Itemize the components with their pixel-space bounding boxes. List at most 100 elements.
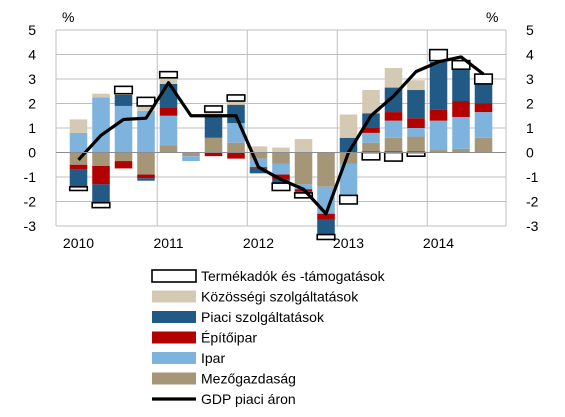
- legend-label: Ipar: [201, 350, 225, 366]
- x-tick-label: 2012: [243, 235, 274, 251]
- bar-segment: [361, 151, 381, 161]
- legend-swatch: [152, 352, 196, 364]
- bar-segment: [317, 152, 335, 187]
- y-tick-label-left: -2: [24, 194, 37, 210]
- legend-label: Mezőgazdaság: [201, 371, 296, 387]
- bar-segment: [272, 163, 290, 175]
- y-tick-label-left: 1: [28, 120, 36, 136]
- bar-segment: [137, 174, 155, 179]
- bar-segment: [204, 137, 223, 153]
- y-unit-left: %: [62, 9, 74, 25]
- bar-segment: [204, 116, 223, 138]
- chart-bars: [68, 48, 494, 241]
- bar-segment: [407, 118, 425, 128]
- bar-segment: [338, 194, 359, 205]
- bar-segment: [317, 219, 335, 235]
- bar-segment: [136, 96, 156, 107]
- x-tick-label: 2013: [333, 235, 364, 251]
- bar-segment: [68, 186, 89, 192]
- bar-segment: [114, 94, 133, 106]
- bar-segment: [473, 73, 494, 85]
- bar-segment: [384, 112, 403, 121]
- bar-segment: [362, 142, 380, 153]
- bar-segment: [474, 112, 493, 138]
- bar-segment: [384, 137, 403, 153]
- bar-segment: [272, 152, 290, 164]
- legend-swatch: [152, 372, 196, 385]
- y-unit-right: %: [486, 9, 498, 25]
- bar-segment: [159, 77, 178, 84]
- gdp-line: [77, 55, 485, 216]
- y-tick-label-right: -3: [526, 218, 539, 234]
- x-tick-label: 2011: [153, 235, 183, 251]
- bar-segment: [429, 109, 448, 121]
- bar-segment: [407, 136, 425, 153]
- bar-segment: [182, 152, 200, 157]
- bar-segment: [137, 105, 155, 111]
- bar-segment: [226, 94, 246, 102]
- bar-segment: [69, 119, 88, 133]
- bar-segment: [69, 169, 88, 187]
- bar-segment: [339, 152, 358, 164]
- bar-segment: [159, 107, 178, 116]
- bar-segment: [92, 93, 110, 98]
- bar-segment: [227, 104, 245, 124]
- x-tick-label: 2010: [63, 235, 94, 251]
- bar-segment: [227, 101, 245, 105]
- y-tick-label-right: -1: [526, 169, 539, 185]
- bar-segment: [383, 151, 404, 162]
- bar-segment: [407, 90, 425, 119]
- bar-segment: [293, 192, 314, 199]
- bar-segment: [272, 179, 290, 184]
- x-tick-label: 2014: [423, 235, 454, 251]
- bar-segment: [92, 184, 110, 203]
- bar-segment: [114, 152, 133, 162]
- bar-segment: [384, 120, 403, 138]
- legend-swatch: [152, 290, 196, 303]
- y-tick-label-right: 2: [526, 96, 534, 112]
- y-tick-label-left: 0: [28, 145, 36, 161]
- legend-swatch: [152, 331, 196, 344]
- y-tick-label-right: 3: [526, 71, 534, 87]
- y-tick-label-right: -2: [526, 194, 539, 210]
- y-tick-label-left: 2: [28, 96, 36, 112]
- bar-segment: [114, 105, 133, 153]
- chart-legend: Termékadók és -támogatások Közösségi szol…: [151, 268, 386, 407]
- bar-segment: [429, 61, 448, 110]
- bar-segment: [339, 163, 358, 196]
- y-tick-label-right: 0: [526, 145, 534, 161]
- bar-segment: [362, 132, 380, 143]
- legend-swatch: [152, 311, 196, 323]
- bar-segment: [271, 182, 291, 192]
- bar-segment: [92, 152, 110, 166]
- bar-segment: [474, 137, 493, 153]
- legend-label: GDP piaci áron: [201, 391, 296, 407]
- legend-label: Építőipar: [201, 330, 257, 346]
- bar-segment: [69, 132, 88, 153]
- bar-segment: [114, 161, 133, 169]
- y-tick-label-left: 3: [28, 71, 36, 87]
- y-tick-label-right: 4: [526, 47, 534, 63]
- bar-segment: [339, 114, 358, 138]
- bar-segment: [69, 164, 88, 170]
- bar-segment: [113, 85, 134, 95]
- bar-segment: [159, 115, 178, 146]
- bar-segment: [452, 101, 470, 117]
- bar-segment: [159, 83, 178, 108]
- bar-segment: [91, 201, 111, 209]
- chart-axes: -3 -3 -2 -2 -1 -1 0 0 1 1 2 2 3 3 4 4 5 5 2010 2011 2012 2013…: [24, 22, 539, 251]
- bar-segment: [316, 233, 336, 241]
- y-tick-label-right: 1: [526, 120, 534, 136]
- y-tick-label-left: 5: [28, 22, 36, 38]
- bar-segment: [92, 165, 110, 185]
- y-tick-label-left: 4: [28, 47, 36, 63]
- y-tick-label-left: -1: [24, 169, 37, 185]
- bar-segment: [137, 178, 155, 181]
- bar-segment: [137, 110, 155, 153]
- legend-swatch: [151, 269, 197, 283]
- bar-segment: [204, 152, 223, 157]
- y-tick-label-right: 5: [526, 22, 534, 38]
- bar-segment: [429, 150, 448, 153]
- bar-segment: [452, 148, 470, 153]
- bar-segment: [407, 128, 425, 137]
